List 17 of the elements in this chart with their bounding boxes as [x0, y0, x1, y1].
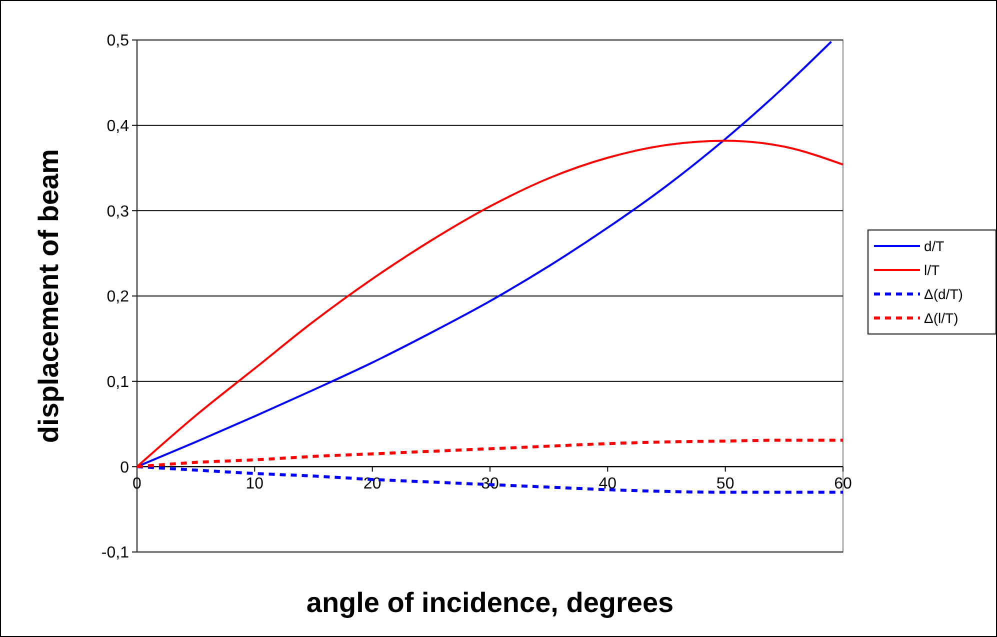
- x-axis-title: angle of incidence, degrees: [306, 587, 674, 618]
- y-tick-label: 0,5: [106, 32, 130, 50]
- legend-label: Δ(d/T): [924, 286, 963, 302]
- y-tick-label: 0: [120, 459, 130, 476]
- legend-label: l/T: [924, 262, 940, 278]
- legend-label: Δ(l/T): [924, 310, 958, 326]
- y-tick-label: 0,1: [106, 374, 130, 391]
- y-tick-label: 0,2: [106, 288, 130, 306]
- legend-label: d/T: [924, 238, 945, 254]
- x-tick-label: 50: [716, 476, 734, 493]
- x-tick-label: 10: [246, 476, 264, 493]
- y-axis-title: displacement of beam: [33, 148, 64, 444]
- y-tick-label: 0,4: [106, 118, 130, 135]
- y-tick-label: 0,3: [106, 203, 130, 220]
- x-tick-label: 60: [834, 476, 852, 493]
- x-tick-label: 40: [598, 476, 617, 493]
- y-tick-label: -0,1: [101, 544, 130, 562]
